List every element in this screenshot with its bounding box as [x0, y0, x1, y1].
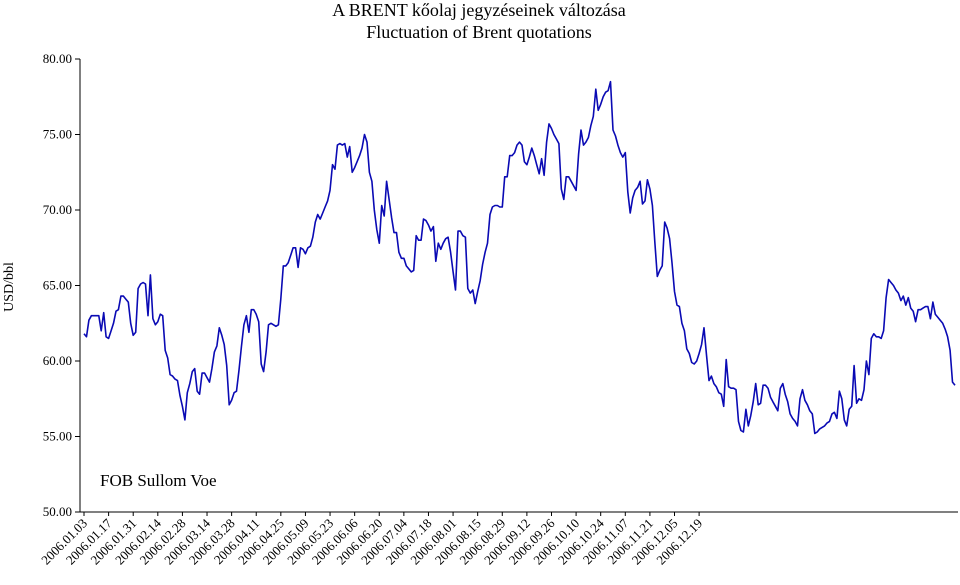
axes: [79, 59, 958, 513]
y-ticks: 50.00 55.00 60.00 65.00 70.00 75.00 80.00: [43, 51, 80, 519]
series-layer: [83, 80, 956, 435]
y-tick-label: 70.00: [43, 202, 72, 217]
y-axis-label: USD/bbl: [2, 262, 17, 312]
y-tick-label: 55.00: [43, 429, 72, 444]
x-ticks: 2006.01.032006.01.172006.01.312006.02.14…: [38, 512, 705, 567]
series-line-brent: [83, 80, 956, 435]
y-tick-label: 80.00: [43, 51, 72, 66]
y-tick-label: 60.00: [43, 353, 72, 368]
y-tick-label: 50.00: [43, 504, 72, 519]
y-tick-label: 65.00: [43, 278, 72, 293]
y-tick-label: 75.00: [43, 127, 72, 142]
chart-title: A BRENT kőolaj jegyzéseinek változása: [332, 0, 626, 20]
annotation-fob-sullom-voe: FOB Sullom Voe: [100, 471, 217, 490]
chart-subtitle: Fluctuation of Brent quotations: [366, 22, 591, 42]
